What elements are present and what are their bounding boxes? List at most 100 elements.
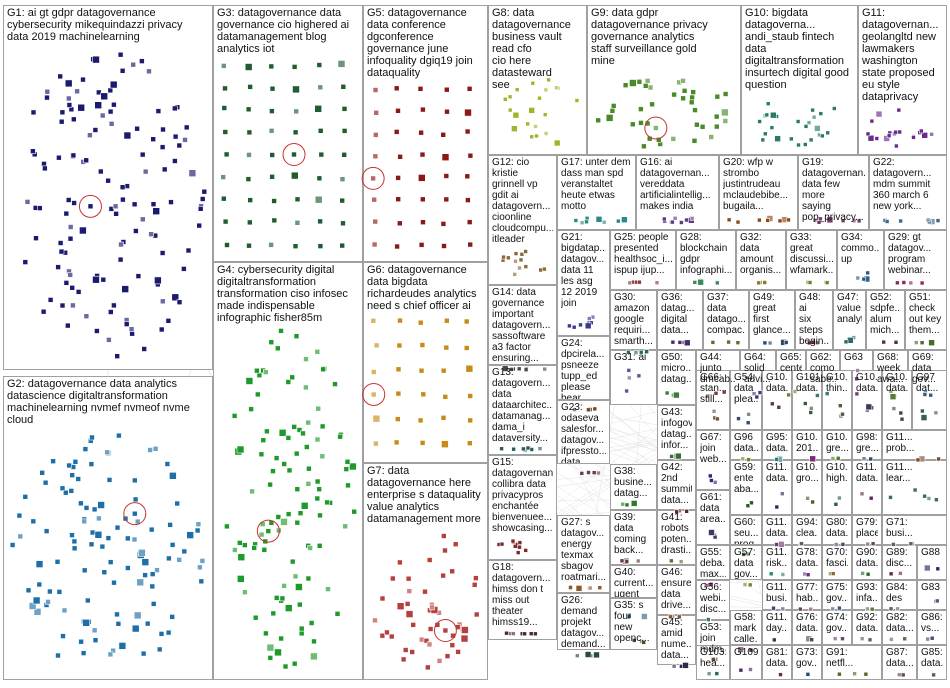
node-g6 [370,391,377,398]
node-g2 [150,601,157,607]
node-g4 [285,435,292,441]
node-g26 [584,651,592,658]
node-g4 [320,366,327,373]
node-g15 [499,541,505,547]
node-g93 [869,606,875,612]
node-g11c [922,493,927,499]
node-g7 [452,541,459,548]
node-g14 [523,367,529,373]
node-g11c [934,497,939,503]
node-g1 [69,284,75,291]
node-g1 [98,168,104,175]
node-g19 [812,218,818,223]
node-g1 [36,205,43,211]
node-g10 [810,107,815,113]
node-g2 [17,533,24,540]
node-g2 [45,599,51,605]
node-g4 [273,455,280,461]
node-g4 [305,419,312,426]
node-g75 [837,605,842,611]
node-g1 [42,165,48,172]
node-g60 [745,551,751,557]
node-g2 [165,629,172,636]
node-g103 [714,671,720,676]
node-g2 [140,650,147,657]
node-g10 [795,119,801,124]
node-g21 [586,316,592,321]
node-g54 [745,420,751,426]
node-g4 [231,413,238,419]
node-g71 [908,541,914,547]
node-g2 [118,642,127,650]
node-g96 [746,457,751,462]
node-g3 [340,220,346,227]
node-g6 [395,366,402,373]
node-g3 [318,151,325,158]
node-g62 [824,391,830,396]
node-g40 [626,614,632,619]
node-g4 [297,510,304,517]
node-g11e [768,571,774,577]
node-g1 [150,136,156,142]
node-g1 [107,87,114,94]
node-g2 [138,548,146,557]
node-g4 [265,528,272,534]
node-g6 [420,391,427,398]
node-g16 [670,219,675,225]
node-g14 [509,367,514,372]
node-g34 [855,275,861,281]
node-g39 [635,558,641,564]
node-g56 [705,617,711,622]
node-g20 [765,218,771,223]
node-g8 [502,97,508,102]
node-g11 [874,136,880,141]
node-g5 [395,108,401,114]
node-g1 [67,224,74,230]
node-g11d [774,542,779,547]
node-g20 [726,217,732,223]
node-g1 [108,121,115,127]
node-g2 [149,583,156,590]
node-g4 [266,643,275,652]
node-g2 [94,530,103,539]
node-g1 [109,80,118,89]
node-g7 [455,649,461,655]
node-g6 [397,317,403,324]
node-g5 [393,129,400,135]
node-g80 [840,542,846,547]
node-g11 [897,129,903,135]
node-g3 [269,174,275,180]
node-g9 [649,101,655,108]
node-g1 [96,89,102,96]
node-g12 [505,255,511,261]
node-g2 [71,538,78,545]
node-g5 [419,196,426,203]
node-g51 [913,340,919,345]
node-g22 [935,218,941,223]
node-g31 [626,368,632,373]
node-g2 [195,521,202,528]
node-g28 [692,280,698,285]
node-g1 [118,241,124,248]
node-g1 [159,144,166,150]
node-g1 [168,199,174,205]
node-g2 [156,646,163,653]
node-g4 [342,523,349,530]
node-g11 [896,107,902,113]
node-g3 [246,242,252,249]
node-g1 [112,203,119,210]
node-g9 [721,108,729,117]
node-g6 [417,417,424,424]
node-g5 [371,241,378,248]
node-g4 [307,545,313,551]
hub-ring-g4 [256,519,280,543]
node-g3 [268,63,275,70]
node-g63 [854,391,860,397]
node-g7 [423,637,430,644]
node-g34 [865,270,871,276]
node-g10 [769,125,775,130]
node-g1 [155,108,162,114]
node-g2 [169,614,175,620]
node-g4 [284,604,293,612]
node-g9 [638,120,644,126]
